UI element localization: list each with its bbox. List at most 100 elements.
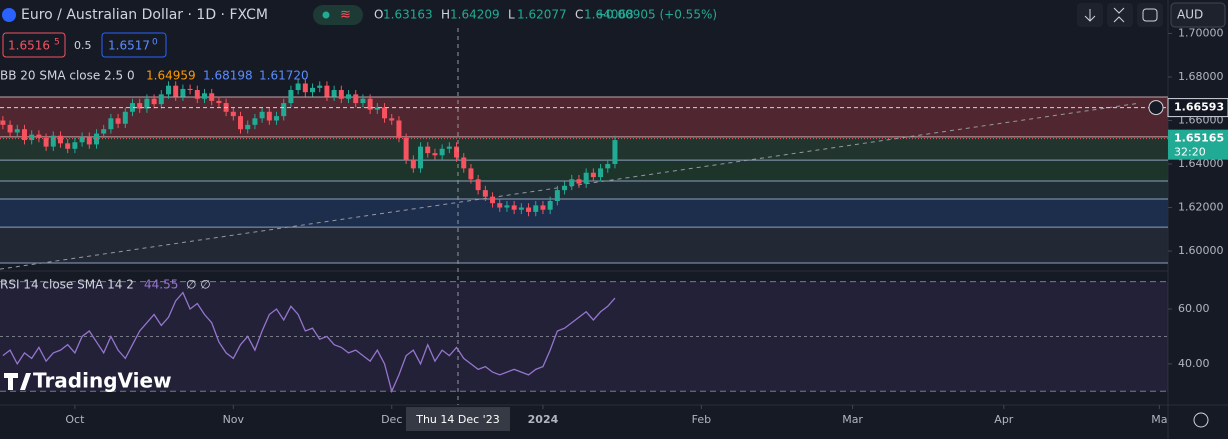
x-tick-label: Feb [692,413,711,426]
candle-body [50,135,56,147]
candle-body [209,93,215,101]
fullscreen-button[interactable] [1137,3,1163,27]
candle-body [540,205,546,210]
candle-body [346,94,352,99]
ohlc-change: +0.00905 (+0.55%) [596,8,717,22]
bb-lower: 1.61720 [259,69,309,83]
candle-body [403,137,409,160]
candle-body [14,129,20,133]
y-tick-label: 1.68000 [1178,70,1224,83]
candle-body [86,136,92,145]
x-tick-label: Mar [842,413,863,426]
candle-body [288,90,294,104]
candle-body [259,111,265,119]
currency-button[interactable] [1170,2,1226,28]
x-tick-label: Oct [65,413,85,426]
candle-body [533,205,539,212]
zone [0,227,1168,264]
ohlc-key: C [575,8,583,22]
bb-basis: 1.64959 [146,69,196,83]
ohlc-value: 1.64068 [584,8,634,22]
candle-body [187,88,193,91]
add-level-button[interactable] [1148,100,1164,116]
y-tick-label: 1.60000 [1178,244,1224,257]
candle-body [439,148,445,156]
candle-body [230,111,236,117]
candle-body [115,118,121,124]
candle-body [72,142,78,149]
crosshair-label: Thu 14 Dec '23 [415,413,499,426]
candle-body [410,159,416,169]
candle-body [29,134,35,141]
settings-button[interactable] [1193,412,1209,428]
buy-price: 1.6517 [108,39,150,53]
candle-body [202,93,208,99]
candle-body [374,107,380,110]
price-label-box [1167,98,1228,118]
x-tick-label: Apr [994,413,1014,426]
ohlc-value: 1.63163 [383,8,433,22]
sell-price: 1.6516 [8,39,50,53]
spread: 0.5 [74,39,92,52]
fit-button[interactable] [1107,3,1133,27]
candle-body [317,85,323,88]
zone [0,160,1168,181]
ohlc-value: 1.64209 [450,8,500,22]
candle-body [504,205,510,208]
candle-body [137,103,143,109]
candle-body [65,143,71,149]
candle-body [490,196,496,204]
candle-body [382,107,388,119]
candle-body [281,103,287,117]
candle-body [497,203,503,208]
candle-body [122,111,128,124]
candle-body [310,87,316,93]
fullscreen-icon [1142,8,1158,22]
crosshair-label-box [405,407,510,431]
sell-button[interactable] [2,32,66,58]
logo-icon [4,373,31,390]
y-tick-label: 1.70000 [1178,26,1224,39]
candle-body [576,179,582,184]
candle-body [461,157,467,169]
candle-body [526,207,532,212]
candle-body [389,118,395,121]
candle-body [295,83,301,91]
candle-body [475,179,481,191]
status-pill[interactable] [313,5,363,25]
candle-body [7,124,13,133]
candle-body [79,136,85,143]
candle-body [518,207,524,210]
rsi-tick-label: 60.00 [1178,302,1210,315]
candle-body [511,205,517,210]
logo-text: TradingView [33,369,172,393]
zone [0,136,1168,161]
ohlc-value: 1.62077 [517,8,567,22]
candle-body [547,201,553,210]
bb-upper: 1.68198 [203,69,253,83]
ohlc-key: O [374,8,383,22]
candle-body [338,90,344,99]
bb-title: BB 20 SMA close 2.5 0 [0,69,135,83]
zone [0,180,1168,200]
candle-body [151,98,157,105]
candle-body [252,118,258,125]
candle-body [36,134,42,138]
price-axis [1168,0,1228,439]
currency: AUD [1177,8,1203,22]
candle-body [590,172,596,178]
rsi-extra: ∅ ∅ [186,278,211,292]
candle-body [173,85,179,97]
candle-body [129,103,135,112]
x-tick-label: 2024 [528,413,559,426]
candle-body [43,137,49,147]
rsi-last: 44.55 [144,278,178,292]
candle-body [266,111,272,121]
y-tick-label: 1.64000 [1178,157,1224,170]
buy-button[interactable] [101,32,167,58]
x-tick-label: Dec [381,413,402,426]
symbol-title[interactable]: Euro / Australian Dollar · 1D · FXCM [21,7,268,23]
candle-body [583,172,589,184]
candle-body [324,85,330,97]
